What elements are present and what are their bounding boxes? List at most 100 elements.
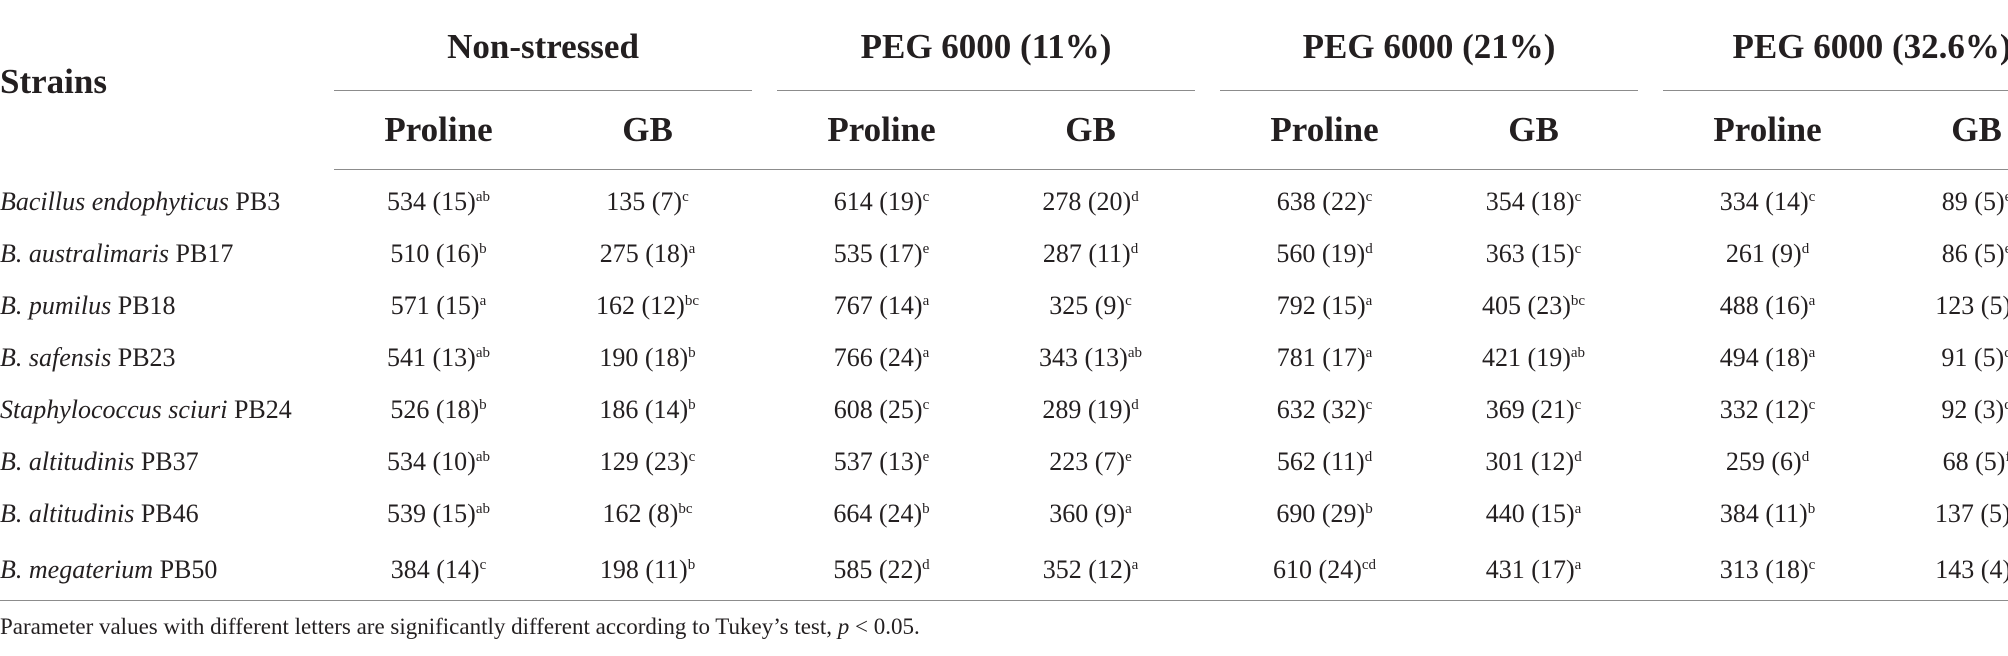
gb-value-cell: 289 (19)d [986,384,1195,436]
cell-value: 343 (13) [1039,343,1128,372]
significance-letters: bc [1570,293,1586,309]
proline-value-cell: 781 (17)a [1220,332,1429,384]
significance-letters: ab [475,501,490,517]
cell-value: 440 (15) [1485,499,1575,528]
strain-name-cell: Bacillus endophyticus PB3 [0,170,334,229]
cell-value: 585 (22) [833,555,923,584]
cell-value: 89 (5) [1941,187,2005,216]
cell-value: 289 (19) [1042,395,1132,424]
significance-letters: a [922,293,930,309]
cell-value: 431 (17) [1485,555,1575,584]
proline-value-cell: 614 (19)c [777,170,986,229]
significance-letters: a [1808,345,1816,361]
column-gap [1195,540,1221,601]
cell-value: 325 (9) [1049,291,1126,320]
significance-letters: c [1574,189,1582,205]
proline-value-cell: 638 (22)c [1220,170,1429,229]
proline-value-cell: 608 (25)c [777,384,986,436]
table-row: B. safensis PB23 541 (13)ab 190 (18)b 766 (… [0,332,2008,384]
column-gap [1638,90,1664,170]
group-header-peg-11: PEG 6000 (11%) [777,0,1196,91]
cell-value: 421 (19) [1482,343,1571,372]
subheader-gb: GB [1872,90,2008,170]
column-gap [1638,0,1663,91]
cell-value: 123 (5) [1935,291,2008,320]
significance-letters: c [1365,397,1373,413]
table-row: B. australimaris PB17 510 (16)b 275 (18)a 5… [0,228,2008,280]
cell-value: 332 (12) [1719,395,1809,424]
gb-value-cell: 301 (12)d [1429,436,1638,488]
proline-value-cell: 259 (6)d [1663,436,1872,488]
column-gap [1638,488,1663,540]
subheader-proline: Proline [1663,90,1873,170]
cell-value: 526 (18) [390,395,480,424]
significance-letters: a [1131,557,1139,573]
gb-value-cell: 352 (12)a [986,540,1196,601]
gb-value-cell: 186 (14)b [543,384,752,436]
strain-species-name: B. safensis [0,343,112,372]
strains-column-header: Strains [0,61,107,101]
gb-value-cell: 354 (18)c [1429,170,1638,229]
cell-value: 405 (23) [1482,291,1571,320]
column-gap [752,228,777,280]
significance-letters: c [1808,397,1816,413]
significance-letters: d [1801,241,1810,257]
significance-letters: ab [475,189,490,205]
strain-code: PB3 [228,186,281,216]
table-footnote: Parameter values with different letters … [0,614,920,640]
significance-letters: b [1807,501,1816,517]
gb-value-cell: 89 (5)e [1872,170,2008,229]
proline-value-cell: 535 (17)e [777,228,986,280]
cell-value: 135 (7) [606,187,683,216]
cell-value: 560 (19) [1276,239,1366,268]
column-gap [1195,436,1220,488]
proline-value-cell: 571 (15)a [334,280,543,332]
significance-letters: f [2005,449,2008,465]
proline-value-cell: 632 (32)c [1220,384,1429,436]
significance-letters: c [479,557,487,573]
strain-name-cell: Staphylococcus sciuri PB24 [0,384,334,436]
footnote-p-symbol: p [837,614,850,639]
strain-name-cell: B. megaterium PB50 [0,540,334,601]
proline-value-cell: 767 (14)a [777,280,986,332]
significance-letters: d [922,557,930,573]
gb-value-cell: 135 (7)c [543,170,752,229]
significance-letters: c [1808,189,1816,205]
column-gap [1195,90,1221,170]
significance-letters: e [1125,449,1132,465]
significance-letters: d [1130,241,1139,257]
column-gap [752,332,777,384]
subheader-proline: Proline [1220,90,1430,170]
proline-value-cell: 560 (19)d [1220,228,1429,280]
significance-letters: bc [684,293,699,309]
cell-value: 287 (11) [1042,239,1131,268]
proline-value-cell: 541 (13)ab [334,332,543,384]
gb-value-cell: 91 (5)d [1872,332,2008,384]
gb-value-cell: 68 (5)f [1872,436,2008,488]
proline-value-cell: 384 (11)b [1663,488,1872,540]
strain-name-cell: B. safensis PB23 [0,332,334,384]
cell-value: 301 (12) [1485,447,1575,476]
significance-letters: a [1574,557,1582,573]
significance-letters: c [1808,557,1816,573]
gb-value-cell: 421 (19)ab [1429,332,1638,384]
significance-letters: d [2004,397,2008,413]
significance-letters: d [2004,345,2008,361]
significance-letters: bc [678,501,693,517]
significance-letters: a [1125,501,1132,517]
cell-value: 610 (24) [1273,555,1362,584]
significance-letters: a [1808,293,1816,309]
proline-value-cell: 334 (14)c [1663,170,1872,229]
column-gap [1195,280,1220,332]
significance-letters: a [922,345,930,361]
strain-name-cell: B. altitudinis PB37 [0,436,334,488]
significance-letters: d [1574,449,1582,465]
significance-letters: a [1574,501,1582,517]
column-gap [752,436,777,488]
column-gap [752,488,777,540]
table-row: B. megaterium PB50 384 (14)c 198 (11)b 585 … [0,540,2008,601]
significance-letters: d [1364,449,1373,465]
cell-value: 664 (24) [833,499,923,528]
cell-value: 608 (25) [833,395,923,424]
column-gap [752,540,778,601]
